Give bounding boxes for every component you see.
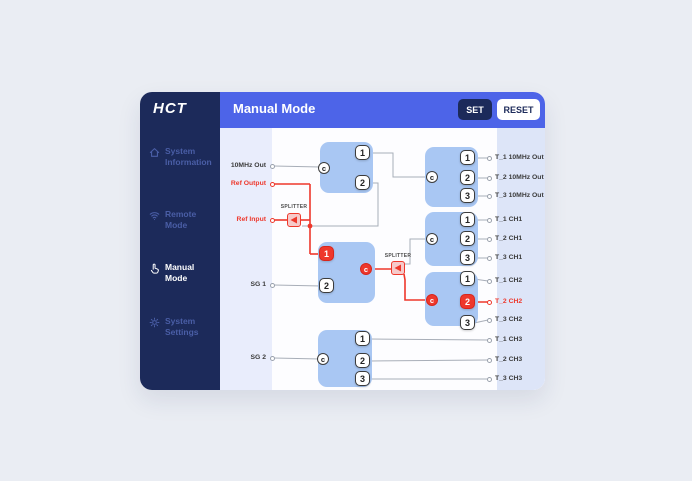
splitter2 [391,261,405,275]
wifi-icon [149,210,160,221]
header-bar: Manual Mode SET RESET [220,92,545,128]
splitter2-label: SPLITTER [384,253,412,259]
left-port-label-ref-output: Ref Output [230,180,266,187]
right-port-label: T_1 CH2 [495,277,523,284]
right-terminal [487,358,492,363]
right-terminal [487,176,492,181]
right-terminal [487,156,492,161]
left-port-label-ref-input: Ref Input [236,216,266,223]
right-port-label: T_3 10MHz Out [495,192,544,199]
sidebar-item-label: System Information [165,146,212,168]
switch2-common-port[interactable]: c [360,263,372,275]
left-terminal [270,356,275,361]
right-port-label: T_2 CH3 [495,356,523,363]
switch3-port-3[interactable]: 3 [355,371,370,386]
right-port-column [497,128,545,390]
bank1-port-2[interactable]: 2 [460,170,475,185]
bank2-port-2[interactable]: 2 [460,231,475,246]
bank1-port-1[interactable]: 1 [460,150,475,165]
sidebar-item-label: Manual Mode [165,262,195,284]
splitter1 [287,213,301,227]
set-button[interactable]: SET [458,99,492,120]
right-terminal [487,338,492,343]
home-icon [149,147,160,158]
app-window: HCT System Information Remote Mode Manua… [140,92,545,390]
sidebar: HCT System Information Remote Mode Manua… [140,92,220,390]
right-port-label: T_1 CH1 [495,216,523,223]
right-port-label: T_2 CH1 [495,235,523,242]
page-title: Manual Mode [233,101,316,116]
wire-grey-group [273,152,489,380]
right-terminal [487,218,492,223]
switch2-port-1[interactable]: 1 [319,246,334,261]
switch1-common-port[interactable]: c [318,162,330,174]
right-terminal [487,237,492,242]
sidebar-item-remote-mode[interactable]: Remote Mode [149,209,215,232]
sidebar-item-system-settings[interactable]: System Settings [149,316,215,339]
sidebar-item-manual-mode[interactable]: Manual Mode [149,262,215,285]
right-port-label: T_3 CH1 [495,254,523,261]
left-port-label-sg2: SG 2 [250,354,267,361]
bank1-common-port[interactable]: c [426,171,438,183]
right-port-label: T_1 10MHz Out [495,154,544,161]
sidebar-item-label: System Settings [165,316,199,338]
right-terminal [487,377,492,382]
wire-junction-dot [307,223,313,229]
splitter-triangle-icon [290,216,297,224]
sidebar-item-label: Remote Mode [165,209,197,231]
reset-button[interactable]: RESET [497,99,540,120]
switch2-port-2[interactable]: 2 [319,278,334,293]
right-port-label: T_2 10MHz Out [495,174,544,181]
left-terminal [270,283,275,288]
left-terminal [270,218,275,223]
touch-icon [149,263,160,274]
bank3-port-2[interactable]: 2 [460,294,475,309]
right-terminal-active [487,300,492,305]
switch1-port-1[interactable]: 1 [355,145,370,160]
right-terminal [487,256,492,261]
right-terminal [487,194,492,199]
switch3-port-2[interactable]: 2 [355,353,370,368]
routing-diagram: SPLITTER SPLITTER c 1 2 1 2 c c 1 2 3 c … [220,128,545,390]
bank1-port-3[interactable]: 3 [460,188,475,203]
splitter1-label: SPLITTER [280,204,308,210]
right-terminal [487,279,492,284]
right-port-label: T_3 CH2 [495,316,523,323]
left-port-column [220,128,272,390]
switch3-port-1[interactable]: 1 [355,331,370,346]
right-port-label-active: T_2 CH2 [495,298,523,305]
bank2-port-1[interactable]: 1 [460,212,475,227]
switch1-port-2[interactable]: 2 [355,175,370,190]
right-port-label: T_3 CH3 [495,375,523,382]
bank3-port-1[interactable]: 1 [460,271,475,286]
left-terminal [270,164,275,169]
left-terminal [270,182,275,187]
brand-logo: HCT [153,100,187,117]
sidebar-item-system-information[interactable]: System Information [149,146,215,169]
bank3-common-port[interactable]: c [426,294,438,306]
splitter-triangle-icon [394,264,401,272]
left-port-label-sg1: SG 1 [250,281,267,288]
left-port-label-10mhz-out: 10MHz Out [230,162,266,169]
bank3-port-3[interactable]: 3 [460,315,475,330]
bank2-port-3[interactable]: 3 [460,250,475,265]
wiring-layer [273,152,490,380]
right-terminal [487,318,492,323]
right-port-label: T_1 CH3 [495,336,523,343]
bank2-common-port[interactable]: c [426,233,438,245]
switch3-common-port[interactable]: c [317,353,329,365]
gear-icon [149,317,160,328]
